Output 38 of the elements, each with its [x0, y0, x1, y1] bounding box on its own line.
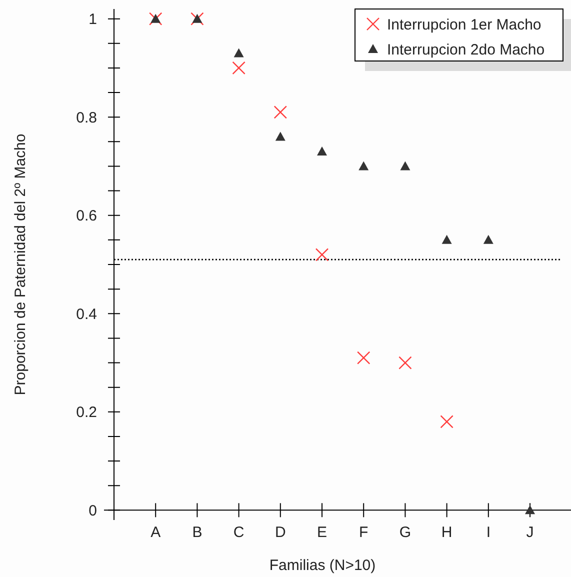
x-tick-label: D [274, 524, 286, 541]
x-axis-title: Familias (N>10) [269, 557, 376, 574]
point [150, 14, 161, 23]
x-tick-label: E [316, 524, 328, 541]
point [358, 161, 369, 170]
legend-label: Interrupcion 1er Macho [387, 16, 542, 34]
point [149, 12, 162, 26]
x-tick-label: C [233, 524, 244, 541]
x-tick-label: F [359, 524, 368, 541]
x-tick-label: J [526, 524, 534, 541]
point [232, 61, 246, 75]
point [275, 132, 286, 141]
point [274, 106, 287, 119]
y-tick-label: 0.6 [76, 208, 97, 225]
point [190, 12, 204, 26]
x-tick-label: I [486, 524, 490, 541]
legend-label: Interrupcion 2do Macho [387, 41, 545, 58]
x-tick-label: A [150, 524, 161, 541]
point [234, 48, 244, 58]
x-tick-label: G [399, 524, 412, 541]
point [400, 161, 410, 170]
y-tick-label: 1 [88, 11, 97, 28]
point [317, 146, 327, 156]
y-axis-title: Proporcion de Paternidad del 2º Macho [12, 134, 29, 396]
point [357, 351, 370, 364]
point [398, 356, 412, 370]
point [442, 234, 452, 244]
point [440, 415, 454, 428]
point [192, 14, 202, 23]
point [483, 234, 494, 244]
y-tick-label: 0.8 [76, 109, 97, 126]
x-tick-label: H [441, 524, 452, 541]
y-tick-label: 0.4 [76, 306, 97, 323]
x-tick-label: B [192, 524, 202, 541]
y-tick-label: 0 [88, 502, 97, 520]
point [315, 248, 329, 262]
y-tick-label: 0.2 [76, 404, 97, 422]
point [525, 505, 535, 514]
